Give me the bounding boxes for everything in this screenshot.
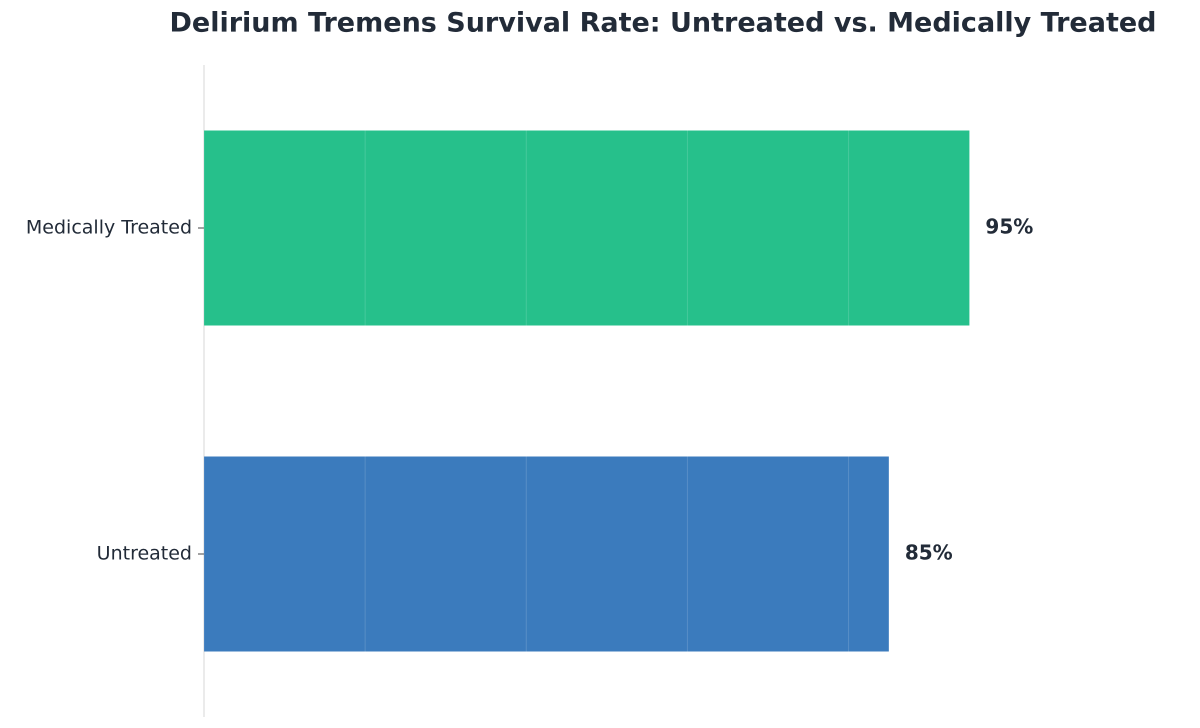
value-label: 85% bbox=[905, 541, 953, 565]
chart-title: Delirium Tremens Survival Rate: Untreate… bbox=[169, 8, 1156, 39]
bar bbox=[204, 130, 970, 326]
y-tick-label: Medically Treated bbox=[26, 217, 192, 239]
bar bbox=[204, 456, 889, 652]
y-tick-label: Untreated bbox=[97, 543, 192, 565]
value-label: 95% bbox=[985, 215, 1033, 239]
